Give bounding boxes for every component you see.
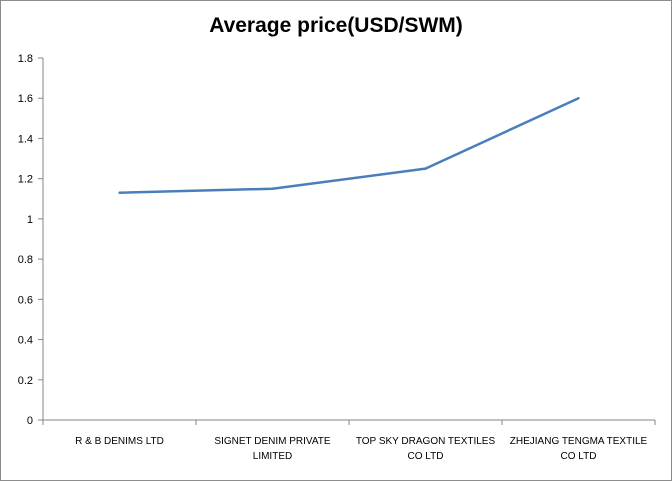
y-tick-label: 1.4 xyxy=(18,133,33,145)
y-tick-label: 0.6 xyxy=(18,294,33,306)
y-tick-label: 1.6 xyxy=(18,93,33,105)
y-tick-label: 0.8 xyxy=(18,254,33,266)
x-tick-label: R & B DENIMS LTD xyxy=(75,436,164,447)
y-tick-label: 1.8 xyxy=(18,53,33,65)
series-layer xyxy=(118,97,580,194)
x-axis-ticks: R & B DENIMS LTD SIGNET DENIM PRIVATE LIMI… xyxy=(42,420,656,462)
x-tick-label: SIGNET DENIM PRIVATE LIMITED xyxy=(214,436,330,462)
y-tick-label: 0.4 xyxy=(18,335,33,347)
data-point xyxy=(577,97,580,100)
x-tick-label: ZHEJIANG TENGMA TEXTILE CO LTD xyxy=(510,436,648,462)
y-tick-label: 0.2 xyxy=(18,375,33,387)
data-point xyxy=(118,191,121,194)
y-tick-label: 1.2 xyxy=(18,174,33,186)
data-point xyxy=(271,187,274,190)
chart-axes xyxy=(42,58,655,421)
series-line xyxy=(119,97,580,194)
y-tick-label: 1 xyxy=(27,214,33,226)
y-axis-ticks: 0 0.2 0.4 0.6 0.8 1 1.2 1.4 1.6 1.8 xyxy=(18,53,43,427)
x-tick-label: TOP SKY DRAGON TEXTILES CO LTD xyxy=(356,436,496,462)
y-tick-label: 0 xyxy=(27,415,33,427)
data-point xyxy=(424,167,427,170)
chart-title: Average price(USD/SWM) xyxy=(209,14,463,37)
